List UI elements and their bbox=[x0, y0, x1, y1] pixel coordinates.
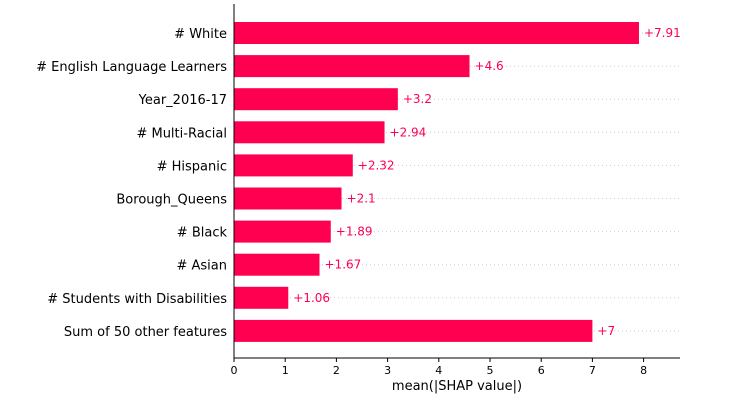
x-tick-label: 3 bbox=[384, 364, 391, 377]
value-label: +1.67 bbox=[325, 258, 362, 272]
x-tick-label: 1 bbox=[282, 364, 289, 377]
category-labels: # White # English Language Learners Year_2… bbox=[36, 27, 227, 340]
x-tick-label: 7 bbox=[589, 364, 596, 377]
bars bbox=[234, 22, 639, 342]
x-tick-label: 5 bbox=[487, 364, 494, 377]
category-label: # White bbox=[174, 27, 227, 42]
bar bbox=[234, 187, 342, 210]
value-label: +2.1 bbox=[347, 192, 376, 206]
bar bbox=[234, 55, 470, 78]
category-label: # Multi-Racial bbox=[136, 126, 227, 141]
value-label: +2.32 bbox=[358, 158, 395, 172]
x-tick-label: 4 bbox=[435, 364, 442, 377]
bar bbox=[234, 154, 353, 177]
category-label: Year_2016-17 bbox=[138, 93, 227, 108]
x-tick-label: 8 bbox=[640, 364, 647, 377]
category-label: # Black bbox=[177, 226, 228, 241]
category-label: # Asian bbox=[176, 259, 227, 274]
bar bbox=[234, 22, 639, 44]
category-label: # English Language Learners bbox=[36, 60, 227, 75]
x-tick-label: 0 bbox=[231, 364, 238, 377]
category-label: Borough_Queens bbox=[116, 193, 227, 208]
category-label: # Hispanic bbox=[157, 159, 227, 174]
bar bbox=[234, 220, 331, 243]
bar bbox=[234, 319, 593, 342]
value-label: +7.91 bbox=[644, 26, 681, 40]
bar bbox=[234, 286, 289, 309]
value-label: +4.6 bbox=[475, 59, 504, 73]
bar bbox=[234, 88, 398, 111]
value-label: +1.06 bbox=[293, 291, 330, 305]
grid-lines bbox=[234, 32, 680, 332]
x-tick-label: 2 bbox=[333, 364, 340, 377]
bar bbox=[234, 121, 385, 144]
x-axis-title: mean(|SHAP value|) bbox=[392, 379, 522, 394]
axes: 0 1 2 3 4 5 6 7 8 bbox=[231, 4, 680, 377]
value-label: +1.89 bbox=[336, 225, 373, 239]
bar bbox=[234, 253, 320, 276]
value-label: +2.94 bbox=[390, 125, 427, 139]
value-labels: +7.91 +4.6 +3.2 +2.94 +2.32 +2.1 +1.89 +1.67 +1.… bbox=[293, 26, 681, 338]
category-label: Sum of 50 other features bbox=[64, 325, 227, 340]
category-label: # Students with Disabilities bbox=[47, 292, 227, 307]
value-label: +7 bbox=[597, 324, 615, 338]
value-label: +3.2 bbox=[403, 92, 432, 106]
x-tick-label: 6 bbox=[538, 364, 545, 377]
